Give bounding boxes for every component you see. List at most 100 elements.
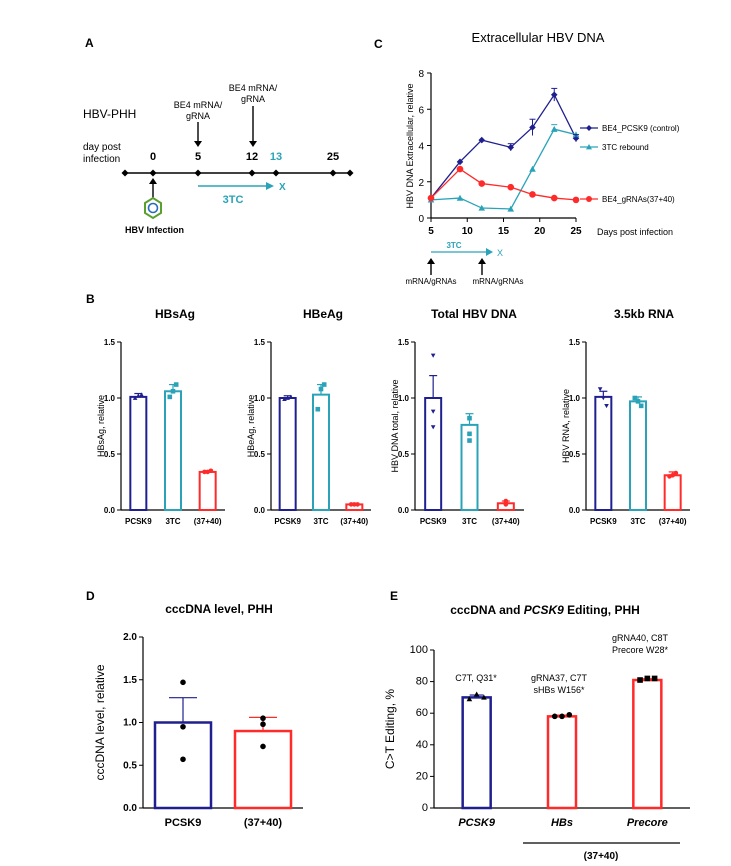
timeline-day-marker <box>329 169 337 177</box>
chart-c-point <box>529 191 536 198</box>
chart-b2-data-point <box>321 382 327 387</box>
chart-d-data-point <box>260 721 266 728</box>
chart-b3-data-point <box>430 425 436 430</box>
chart-d-bar <box>153 721 213 810</box>
chart-c-x-tick-label: 25 <box>570 226 582 237</box>
chart-b3-title: Total HBV DNA <box>431 307 517 321</box>
chart-d-y-label: cccDNA level, relative <box>93 664 107 780</box>
chart-c-point <box>572 196 580 204</box>
chart-b3-data-point <box>503 498 509 504</box>
chart-c-point <box>478 204 486 211</box>
chart-b1-data-point <box>202 469 207 475</box>
chart-b1-bar <box>198 470 217 512</box>
chart-b1-category-label: PCSK9 <box>125 517 152 526</box>
chart-c-title: Extracellular HBV DNA <box>472 30 605 45</box>
timeline-day-label: 25 <box>327 151 339 163</box>
chart-e-data-point <box>473 691 480 697</box>
chart-d-data-point <box>180 679 186 686</box>
chart-b2-bar <box>312 393 330 512</box>
chart-b3-data-point <box>430 409 436 414</box>
chart-b4-data-point <box>670 472 675 478</box>
chart-b3-y-tick-label: 1.0 <box>398 394 410 403</box>
chart-c-point <box>507 205 515 212</box>
chart-e-bar-note: Precore W28* <box>612 645 669 655</box>
chart-b4-y-tick-label: 0.0 <box>569 506 581 515</box>
chart-e-title-part: Editing, PHH <box>564 603 640 617</box>
chart-e-bar <box>546 715 578 810</box>
chart-d-data-point <box>180 756 186 763</box>
chart-e-data-point <box>651 675 658 682</box>
chart-b1-y-tick-label: 1.5 <box>104 338 116 347</box>
chart-b4-data-point <box>601 396 606 401</box>
chart-e-title-part: PCSK9 <box>524 603 564 617</box>
chart-c-y-tick-label: 8 <box>418 69 424 80</box>
chart-b1-category-label: 3TC <box>165 517 180 526</box>
timeline-day-label: 12 <box>246 151 258 163</box>
chart-c-legend-label: BE4_PCSK9 (control) <box>602 124 680 133</box>
chart-e-y-label: C>T Editing, % <box>383 689 397 769</box>
chart-b4-title: 3.5kb RNA <box>614 307 674 321</box>
chart-c-3tc-arrow-head <box>486 248 493 256</box>
chart-c-x-tick-label: 5 <box>428 226 434 237</box>
event2-label: BE4 mRNA/ <box>229 83 278 93</box>
chart-c-legend-marker <box>586 196 592 202</box>
virus-icon-core <box>147 202 159 214</box>
chart-c-x-tick-label: 15 <box>498 226 510 237</box>
chart-e-bar-note: gRNA37, C7T <box>531 673 588 683</box>
chart-d-y-tick-label: 2.0 <box>123 632 137 643</box>
treatment-label: 3TC <box>223 194 244 206</box>
chart-b2-y-tick-label: 1.5 <box>254 338 266 347</box>
chart-b4-data-point <box>638 403 644 409</box>
chart-e-y-tick-label: 80 <box>416 676 428 688</box>
chart-b3-y-tick-label: 0.0 <box>398 506 410 515</box>
chart-b1-title: HBsAg <box>155 307 195 321</box>
chart-d-data-point <box>180 723 186 730</box>
panel-label-e: E <box>390 589 398 603</box>
event2-arrow-head <box>249 141 257 147</box>
chart-e-bar-note: sHBs W156* <box>533 685 585 695</box>
infection-label: HBV Infection <box>125 225 184 235</box>
chart-d-category-label: (37+40) <box>244 817 283 829</box>
chart-c-stop-mark: X <box>497 248 503 258</box>
chart-e-title: cccDNA and PCSK9 Editing, PHH <box>450 603 640 617</box>
chart-b3-data-point <box>467 415 472 421</box>
chart-b3-data-point <box>467 431 472 437</box>
chart-b4-bar <box>629 400 647 511</box>
chart-b1-data-point <box>139 392 144 397</box>
timeline-day-label: 5 <box>195 151 201 163</box>
chart-b4-data-point <box>673 470 679 476</box>
chart-e-data-point <box>481 694 487 700</box>
panel-label-d: D <box>86 589 95 603</box>
chart-b2-data-point <box>352 502 357 507</box>
chart-b4-y-tick-label: 1.0 <box>569 394 581 403</box>
timeline-day-marker <box>248 169 256 177</box>
chart-b2-y-tick-label: 0.0 <box>254 506 266 515</box>
chart-b1-data-point <box>208 468 214 474</box>
event1-label: gRNA <box>186 111 210 121</box>
chart-e-group-label: (37+40) <box>584 851 619 862</box>
chart-c-legend-marker <box>586 144 592 150</box>
chart-b2-data-point <box>285 395 290 400</box>
chart-b4-data-point <box>632 395 638 401</box>
chart-b4-y-tick-label: 0.5 <box>569 450 581 459</box>
chart-c-x-tick-label: 20 <box>534 226 546 237</box>
chart-c-y-tick-label: 0 <box>418 214 424 225</box>
chart-b2-category-label: 3TC <box>313 517 328 526</box>
chart-e-bar <box>461 696 492 810</box>
chart-b1-data-point <box>170 388 176 394</box>
chart-b1-data-point <box>167 394 173 400</box>
chart-c-point <box>427 194 435 202</box>
chart-b4-category-label: (37+40) <box>659 517 687 526</box>
chart-b2-y-label: HBeAg, relative <box>246 395 256 458</box>
event2-label: gRNA <box>241 94 265 104</box>
chart-b2-bar <box>278 397 297 511</box>
chart-c-point <box>529 165 536 172</box>
panel-label-a: A <box>85 36 94 50</box>
chart-c-event2-arrow-head <box>478 258 486 264</box>
timeline-day-label: 13 <box>270 151 282 163</box>
panel-a-title: HBV-PHH <box>83 107 136 121</box>
chart-e-y-tick-label: 0 <box>422 802 428 814</box>
chart-b2-data-point <box>288 394 294 399</box>
chart-c-event1-arrow-head <box>427 258 435 264</box>
chart-b2-data-point <box>315 406 321 412</box>
